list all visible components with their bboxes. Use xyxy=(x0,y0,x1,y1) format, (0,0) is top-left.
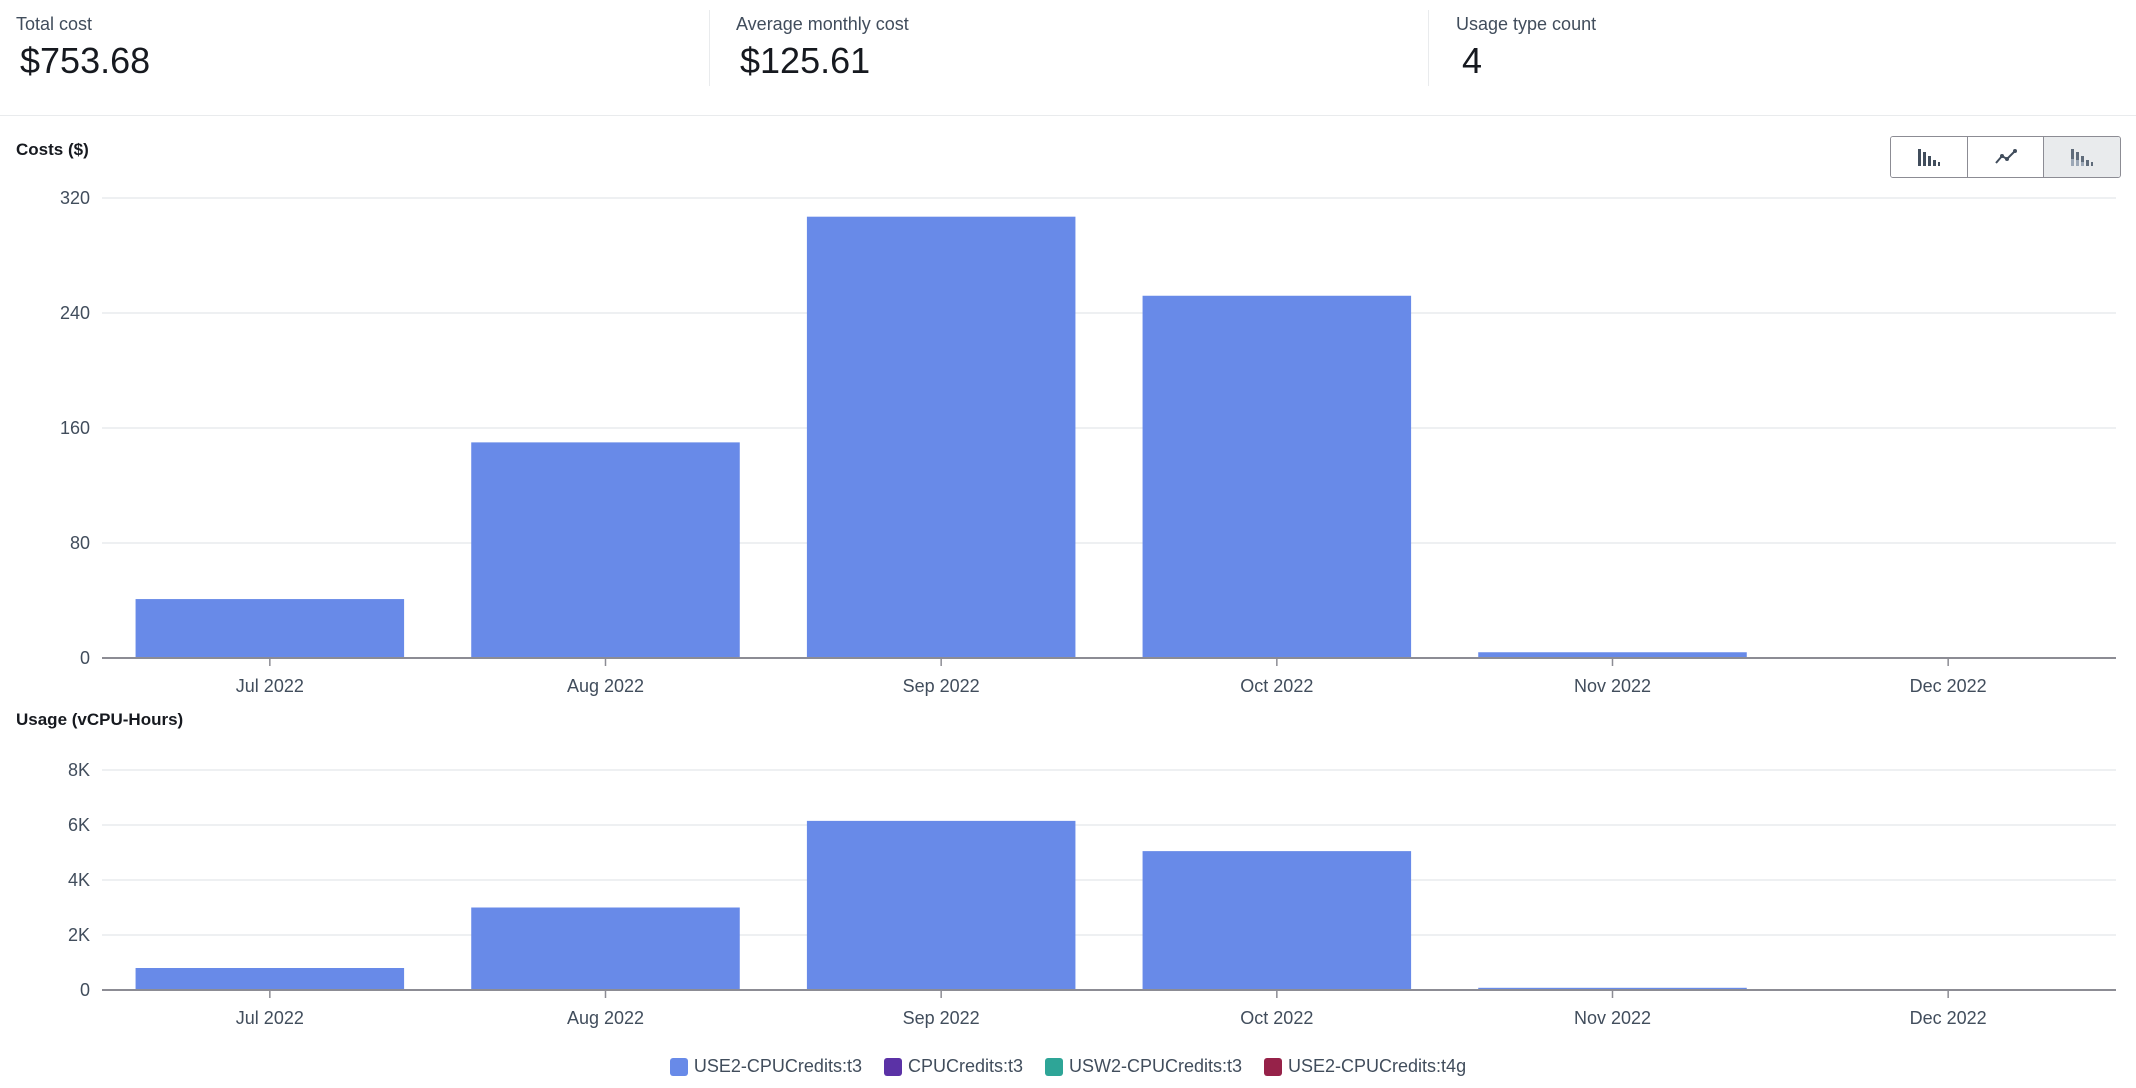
x-tick-label: Oct 2022 xyxy=(1240,676,1313,696)
total-cost-metric: Total cost $753.68 xyxy=(16,0,696,90)
legend-swatch xyxy=(883,1057,902,1076)
x-tick-label: Jul 2022 xyxy=(236,1008,304,1028)
bar[interactable]: Sep 2022: 6150 xyxy=(806,820,1076,990)
legend-item[interactable]: USE2-CPUCredits:t4g xyxy=(1264,1056,1466,1077)
y-tick-label: 80 xyxy=(70,533,90,553)
summary-divider xyxy=(709,10,710,86)
legend-swatch xyxy=(1044,1057,1063,1076)
x-tick-label: Nov 2022 xyxy=(1574,676,1651,696)
average-cost-metric: Average monthly cost $125.61 xyxy=(736,0,1416,90)
y-tick-label: 0 xyxy=(80,648,90,668)
costs-chart-title: Costs ($) xyxy=(16,140,89,159)
average-cost-label: Average monthly cost xyxy=(736,14,909,34)
legend-label: USE2-CPUCredits:t3 xyxy=(693,1056,862,1076)
stacked-bar-chart-button[interactable] xyxy=(2044,137,2120,177)
costs-bar-chart: 0 80 160 240 320 Jul 2022: 41 Aug 2022: 150 Sep… xyxy=(60,188,2116,696)
bar[interactable]: Aug 2022: 150 xyxy=(471,442,740,658)
x-tick-label: Sep 2022 xyxy=(903,1008,980,1028)
legend-swatch xyxy=(669,1057,688,1076)
bar[interactable]: Oct 2022: 252 xyxy=(1142,295,1412,658)
total-cost-label: Total cost xyxy=(16,14,93,34)
x-tick-label: Dec 2022 xyxy=(1910,676,1987,696)
stacked-bar-chart-icon xyxy=(2071,149,2094,166)
line-chart-button[interactable] xyxy=(1967,137,2045,177)
y-tick-label: 240 xyxy=(60,303,90,323)
legend-item[interactable]: USE2-CPUCredits:t3 xyxy=(669,1056,862,1077)
summary-divider xyxy=(1428,10,1429,86)
bar[interactable]: Nov 2022: 80 xyxy=(1478,987,1747,990)
bar-chart-icon xyxy=(1917,149,1940,166)
usage-chart-title: Usage (vCPU-Hours) xyxy=(16,710,184,729)
line-chart-icon xyxy=(1994,149,2017,164)
bar[interactable]: Nov 2022: 4 xyxy=(1478,652,1747,658)
bar[interactable]: Jul 2022: 41 xyxy=(135,599,405,658)
x-tick-label: Dec 2022 xyxy=(1910,1008,1987,1028)
bar[interactable]: Aug 2022: 3000 xyxy=(471,907,740,991)
x-tick-label: Aug 2022 xyxy=(567,1008,644,1028)
average-cost-value: $125.61 xyxy=(740,40,871,81)
usage-type-count-label: Usage type count xyxy=(1456,14,1597,34)
legend-label: CPUCredits:t3 xyxy=(907,1056,1023,1076)
y-tick-label: 2K xyxy=(68,925,90,945)
x-tick-label: Jul 2022 xyxy=(236,676,304,696)
y-tick-label: 8K xyxy=(68,760,90,780)
legend-item[interactable]: CPUCredits:t3 xyxy=(883,1056,1023,1077)
legend-label: USW2-CPUCredits:t3 xyxy=(1068,1056,1243,1076)
bar[interactable]: Jul 2022: 800 xyxy=(135,968,405,990)
chart-legend: USE2-CPUCredits:t3 CPUCredits:t3 USW2-CPUC… xyxy=(0,1056,2136,1077)
cost-summary: Total cost $753.68 Average monthly cost … xyxy=(0,0,2136,116)
bar[interactable]: Oct 2022: 5050 xyxy=(1142,851,1412,990)
y-tick-label: 320 xyxy=(60,188,90,208)
chart-type-toggle xyxy=(1890,136,2121,178)
legend-item[interactable]: USW2-CPUCredits:t3 xyxy=(1044,1056,1243,1077)
x-tick-label: Nov 2022 xyxy=(1574,1008,1651,1028)
y-tick-label: 0 xyxy=(80,980,90,1000)
total-cost-value: $753.68 xyxy=(20,40,151,81)
x-tick-label: Oct 2022 xyxy=(1240,1008,1313,1028)
usage-type-count-metric: Usage type count 4 xyxy=(1456,0,2116,90)
usage-type-count-value: 4 xyxy=(1462,40,1483,81)
x-tick-label: Sep 2022 xyxy=(903,676,980,696)
x-tick-label: Aug 2022 xyxy=(567,676,644,696)
legend-swatch xyxy=(1264,1057,1283,1076)
bar-chart-button[interactable] xyxy=(1891,137,1968,177)
y-tick-label: 4K xyxy=(68,870,90,890)
bar[interactable]: Sep 2022: 307 xyxy=(806,216,1076,658)
usage-bar-chart: 0 2K 4K 6K 8K Jul 2022: 800 Aug 2022: 3000 Sep … xyxy=(68,760,2116,1028)
legend-label: USE2-CPUCredits:t4g xyxy=(1288,1056,1467,1076)
y-tick-label: 160 xyxy=(60,418,90,438)
y-tick-label: 6K xyxy=(68,815,90,835)
